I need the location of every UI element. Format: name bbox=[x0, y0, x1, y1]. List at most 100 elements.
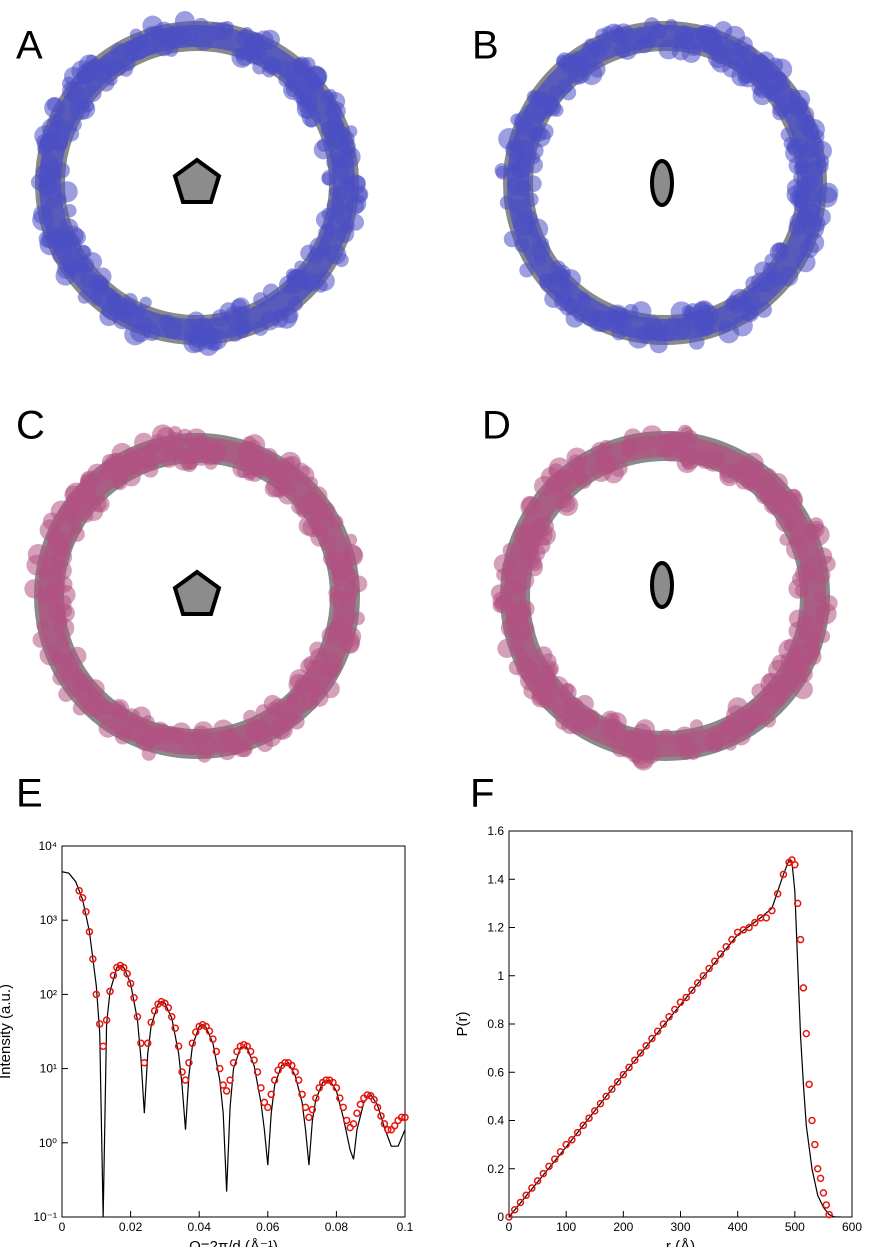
data-point bbox=[322, 1076, 330, 1084]
data-point bbox=[281, 1058, 289, 1067]
data-point bbox=[813, 1165, 822, 1173]
x-tick-label: 0.1 bbox=[397, 1220, 414, 1234]
ring-bead bbox=[168, 426, 182, 440]
data-point bbox=[802, 1029, 811, 1038]
data-point bbox=[779, 870, 788, 879]
data-point bbox=[126, 979, 135, 988]
data-point bbox=[305, 1113, 313, 1122]
y-tick-label: 0.8 bbox=[487, 1017, 504, 1031]
data-point bbox=[243, 1042, 251, 1051]
fit-line bbox=[509, 858, 841, 1217]
data-point bbox=[722, 943, 730, 951]
data-point bbox=[75, 886, 83, 895]
data-point bbox=[233, 1047, 241, 1056]
x-tick-label: 0 bbox=[59, 1220, 66, 1234]
data-point bbox=[505, 1213, 513, 1221]
ring-bead bbox=[492, 598, 507, 613]
data-point bbox=[339, 1103, 348, 1112]
data-point bbox=[147, 1018, 155, 1027]
panel-label: D bbox=[482, 404, 511, 448]
data-point bbox=[168, 1012, 176, 1021]
data-point bbox=[301, 1103, 310, 1112]
data-point bbox=[260, 1098, 269, 1107]
data-point bbox=[665, 1013, 673, 1021]
data-point bbox=[811, 1140, 819, 1149]
x-tick-label: 0 bbox=[506, 1220, 513, 1234]
fit-line bbox=[62, 871, 405, 1217]
data-point bbox=[99, 1042, 107, 1051]
data-point bbox=[573, 1128, 582, 1137]
panel-label: C bbox=[16, 404, 45, 448]
ring-core bbox=[39, 25, 355, 341]
data-point bbox=[329, 1078, 337, 1087]
data-point bbox=[216, 1064, 224, 1073]
data-point bbox=[516, 1198, 525, 1207]
data-point bbox=[384, 1125, 392, 1134]
x-tick-label: 100 bbox=[556, 1220, 576, 1234]
data-point bbox=[95, 1020, 104, 1028]
data-point bbox=[109, 971, 118, 980]
panel-label: F bbox=[470, 772, 494, 816]
rings bbox=[24, 11, 839, 771]
y-tick-label: 0 bbox=[497, 1210, 504, 1224]
data-point bbox=[397, 1113, 406, 1122]
x-tick-label: 0.08 bbox=[325, 1220, 349, 1234]
pentagon-symbol bbox=[172, 569, 222, 616]
data-point bbox=[140, 1058, 149, 1067]
data-point bbox=[356, 1100, 365, 1109]
data-point bbox=[123, 969, 131, 978]
data-point bbox=[181, 1076, 190, 1084]
x-tick-label: 0.02 bbox=[119, 1220, 143, 1234]
ring-bead bbox=[141, 746, 156, 761]
data-point bbox=[579, 1121, 588, 1130]
data-point bbox=[676, 998, 685, 1007]
ring-bead bbox=[55, 584, 76, 605]
data-point bbox=[550, 1155, 559, 1163]
data-point bbox=[380, 1120, 389, 1128]
data-point bbox=[346, 1123, 354, 1132]
data-point bbox=[373, 1103, 382, 1112]
y-tick-label: 0.2 bbox=[487, 1162, 504, 1176]
data-point bbox=[82, 907, 90, 916]
data-point bbox=[349, 1120, 358, 1128]
plot-frame bbox=[508, 830, 853, 1218]
data-point bbox=[728, 935, 736, 944]
ring-core bbox=[504, 435, 826, 757]
data-point bbox=[816, 1174, 825, 1183]
data-point bbox=[78, 894, 87, 902]
data-point bbox=[653, 1027, 662, 1035]
data-point bbox=[308, 1105, 317, 1114]
data-point bbox=[659, 1020, 668, 1028]
data-point bbox=[92, 990, 101, 999]
data-point bbox=[89, 955, 97, 963]
data-point bbox=[822, 1201, 831, 1209]
data-point bbox=[342, 1116, 351, 1125]
data-point bbox=[808, 1116, 816, 1125]
y-tick-label: 10² bbox=[40, 987, 57, 1001]
data-point bbox=[209, 1035, 217, 1043]
data-point bbox=[274, 1066, 282, 1075]
x-tick-label: 200 bbox=[613, 1220, 633, 1234]
data-point bbox=[370, 1096, 378, 1104]
data-point bbox=[819, 1189, 828, 1197]
data-point bbox=[793, 899, 802, 908]
ring-bead bbox=[344, 533, 358, 547]
data-point bbox=[119, 963, 128, 972]
data-point bbox=[102, 1016, 111, 1024]
data-point bbox=[288, 1061, 296, 1070]
y-tick-label: 10¹ bbox=[40, 1062, 57, 1076]
data-point bbox=[805, 1080, 813, 1089]
data-point bbox=[799, 984, 808, 992]
x-tick-label: 300 bbox=[670, 1220, 690, 1234]
data-point bbox=[596, 1099, 605, 1108]
y-axis-label: P(r) bbox=[454, 1012, 471, 1037]
data-point bbox=[539, 1169, 548, 1178]
chart: 0 0.02 0.04 0.06 0.08 0.1 10⁻¹ 10⁰ 10¹ 10² 10³ 10⁴ Q… bbox=[0, 839, 414, 1247]
x-tick-label: 0.04 bbox=[188, 1220, 212, 1234]
data-point bbox=[648, 1034, 656, 1043]
data-point bbox=[192, 1028, 200, 1036]
data-point bbox=[768, 906, 776, 915]
data-point bbox=[642, 1041, 650, 1050]
data-point bbox=[636, 1049, 645, 1057]
